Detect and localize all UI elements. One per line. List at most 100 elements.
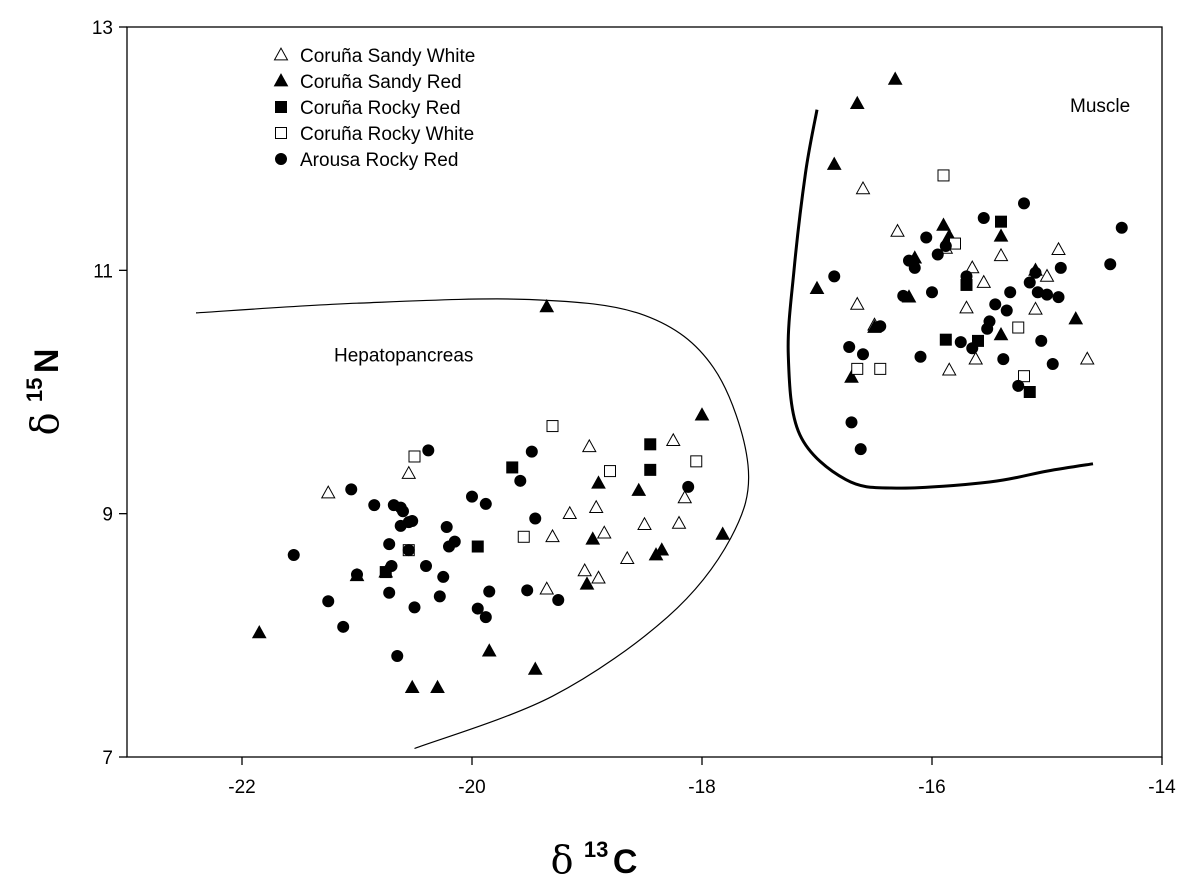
x-tick-label: -18 [688,777,715,798]
legend: Coruña Sandy White Coruña Sandy Red Coruña… [275,46,476,171]
data-point [1081,352,1094,364]
data-point [844,341,855,352]
data-point [384,539,395,550]
boundary-lines [196,110,1093,749]
data-point [407,515,418,526]
x-axis-title-superscript: 13 [584,837,608,862]
data-point [645,464,656,475]
data-point [431,681,444,693]
data-point [518,531,529,542]
data-point [540,300,553,312]
data-point [961,271,972,282]
data-point [621,552,634,564]
data-point [1013,322,1024,333]
data-point [449,536,460,547]
legend-marker [276,128,287,139]
legend-label: Coruña Rocky White [300,124,474,145]
data-point [409,451,420,462]
data-point [1029,302,1042,314]
data-point [1036,335,1047,346]
legend-label: Coruña Rocky Red [300,98,461,119]
data-point [1105,259,1116,270]
data-point [1032,287,1043,298]
data-point [434,591,445,602]
data-point [1055,262,1066,273]
data-point [402,467,415,479]
data-point [553,595,564,606]
data-point [855,444,866,455]
data-point [441,522,452,533]
data-point [875,363,886,374]
data-point [530,513,541,524]
data-point [288,550,299,561]
data-point [398,506,409,517]
data-point [563,507,576,519]
x-tick-label: -14 [1148,777,1176,798]
data-point [638,518,651,530]
data-point [921,232,932,243]
data-point [995,249,1008,261]
data-point [875,321,886,332]
data-point [898,290,909,301]
data-point [978,213,989,224]
y-axis-title-symbol: δ [23,413,67,436]
data-point [590,501,603,513]
data-point [515,475,526,486]
data-point [592,571,605,583]
data-point [346,484,357,495]
x-axis-title-element: C [613,843,638,881]
data-point [716,528,729,540]
data-point [546,530,559,542]
data-point [828,158,841,170]
data-point [995,229,1008,241]
data-point [1001,305,1012,316]
data-point [889,72,902,84]
data-point [955,337,966,348]
data-point [369,500,380,511]
data-point [851,298,864,310]
y-tick-label: 9 [102,505,113,526]
data-point [846,417,857,428]
x-axis-ticks: -22 -20 -18 -16 -14 [228,757,1176,798]
data-point [322,486,335,498]
series-3-points [403,170,1029,556]
data-point [507,462,518,473]
data-point [927,287,938,298]
data-point [891,225,904,237]
data-point [403,545,414,556]
data-point [1052,243,1065,255]
legend-marker [275,48,288,60]
data-point [998,354,1009,365]
data-point [909,262,920,273]
data-point [811,282,824,294]
data-point [995,328,1008,340]
data-point [938,170,949,181]
legend-label: Coruña Sandy White [300,46,475,67]
data-point [480,612,491,623]
data-point [529,663,542,675]
data-point [645,439,656,450]
data-point [484,586,495,597]
data-point [858,349,869,360]
data-point [540,582,553,594]
data-point [1030,267,1041,278]
y-axis-title-superscript: 15 [22,378,47,402]
data-point [421,560,432,571]
data-point [338,621,349,632]
series-4-points [288,198,1127,662]
data-point [632,484,645,496]
data-point [406,681,419,693]
x-tick-label: -22 [228,777,255,798]
data-point [526,446,537,457]
data-point [384,587,395,598]
data-point [667,434,680,446]
data-point [1053,292,1064,303]
series-2-points [380,216,1035,577]
data-point [940,241,951,252]
x-axis-title: δ 13 C [551,837,638,881]
data-point [967,343,978,354]
legend-label: Coruña Sandy Red [300,72,462,93]
y-axis-title: δ 15 N [22,349,67,436]
y-tick-label: 7 [102,748,113,769]
data-point [392,651,403,662]
